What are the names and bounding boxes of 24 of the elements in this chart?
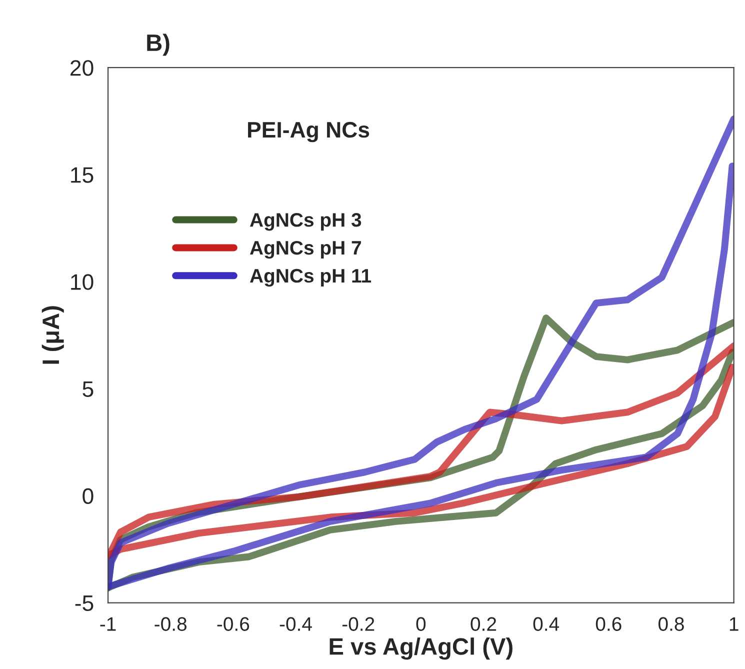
x-tick-label: -0.4 bbox=[280, 617, 312, 631]
y-tick-label: 15 bbox=[71, 167, 94, 183]
legend-label: AgNCs pH 7 bbox=[250, 240, 361, 259]
x-tick-label: 0.2 bbox=[470, 617, 496, 631]
legend-label: AgNCs pH 11 bbox=[250, 268, 372, 287]
x-tick-label: 0.4 bbox=[533, 617, 560, 631]
y-axis-title: I (μA) bbox=[42, 306, 64, 364]
x-tick-label: -0.6 bbox=[217, 617, 250, 631]
y-tick-label: -5 bbox=[75, 596, 94, 612]
x-axis-title: E vs Ag/AgCl (V) bbox=[330, 638, 512, 660]
y-tick-label: 0 bbox=[82, 488, 94, 504]
x-tick-label: -0.2 bbox=[342, 617, 374, 631]
x-tick-label: 1 bbox=[730, 617, 738, 631]
x-tick-label: 0 bbox=[416, 617, 426, 631]
annotation: PEI-Ag NCs bbox=[248, 122, 370, 142]
y-tick-label: 10 bbox=[71, 274, 94, 290]
x-tick-label: -0.8 bbox=[154, 617, 187, 631]
chart-title: B) bbox=[147, 34, 170, 56]
x-tick-label: -1 bbox=[100, 617, 116, 631]
x-tick-label: 0.8 bbox=[658, 617, 684, 631]
y-tick-label: 5 bbox=[82, 381, 94, 397]
x-tick-label: 0.6 bbox=[596, 617, 622, 631]
y-tick-label: 20 bbox=[70, 60, 94, 76]
legend-label: AgNCs pH 3 bbox=[250, 213, 362, 231]
